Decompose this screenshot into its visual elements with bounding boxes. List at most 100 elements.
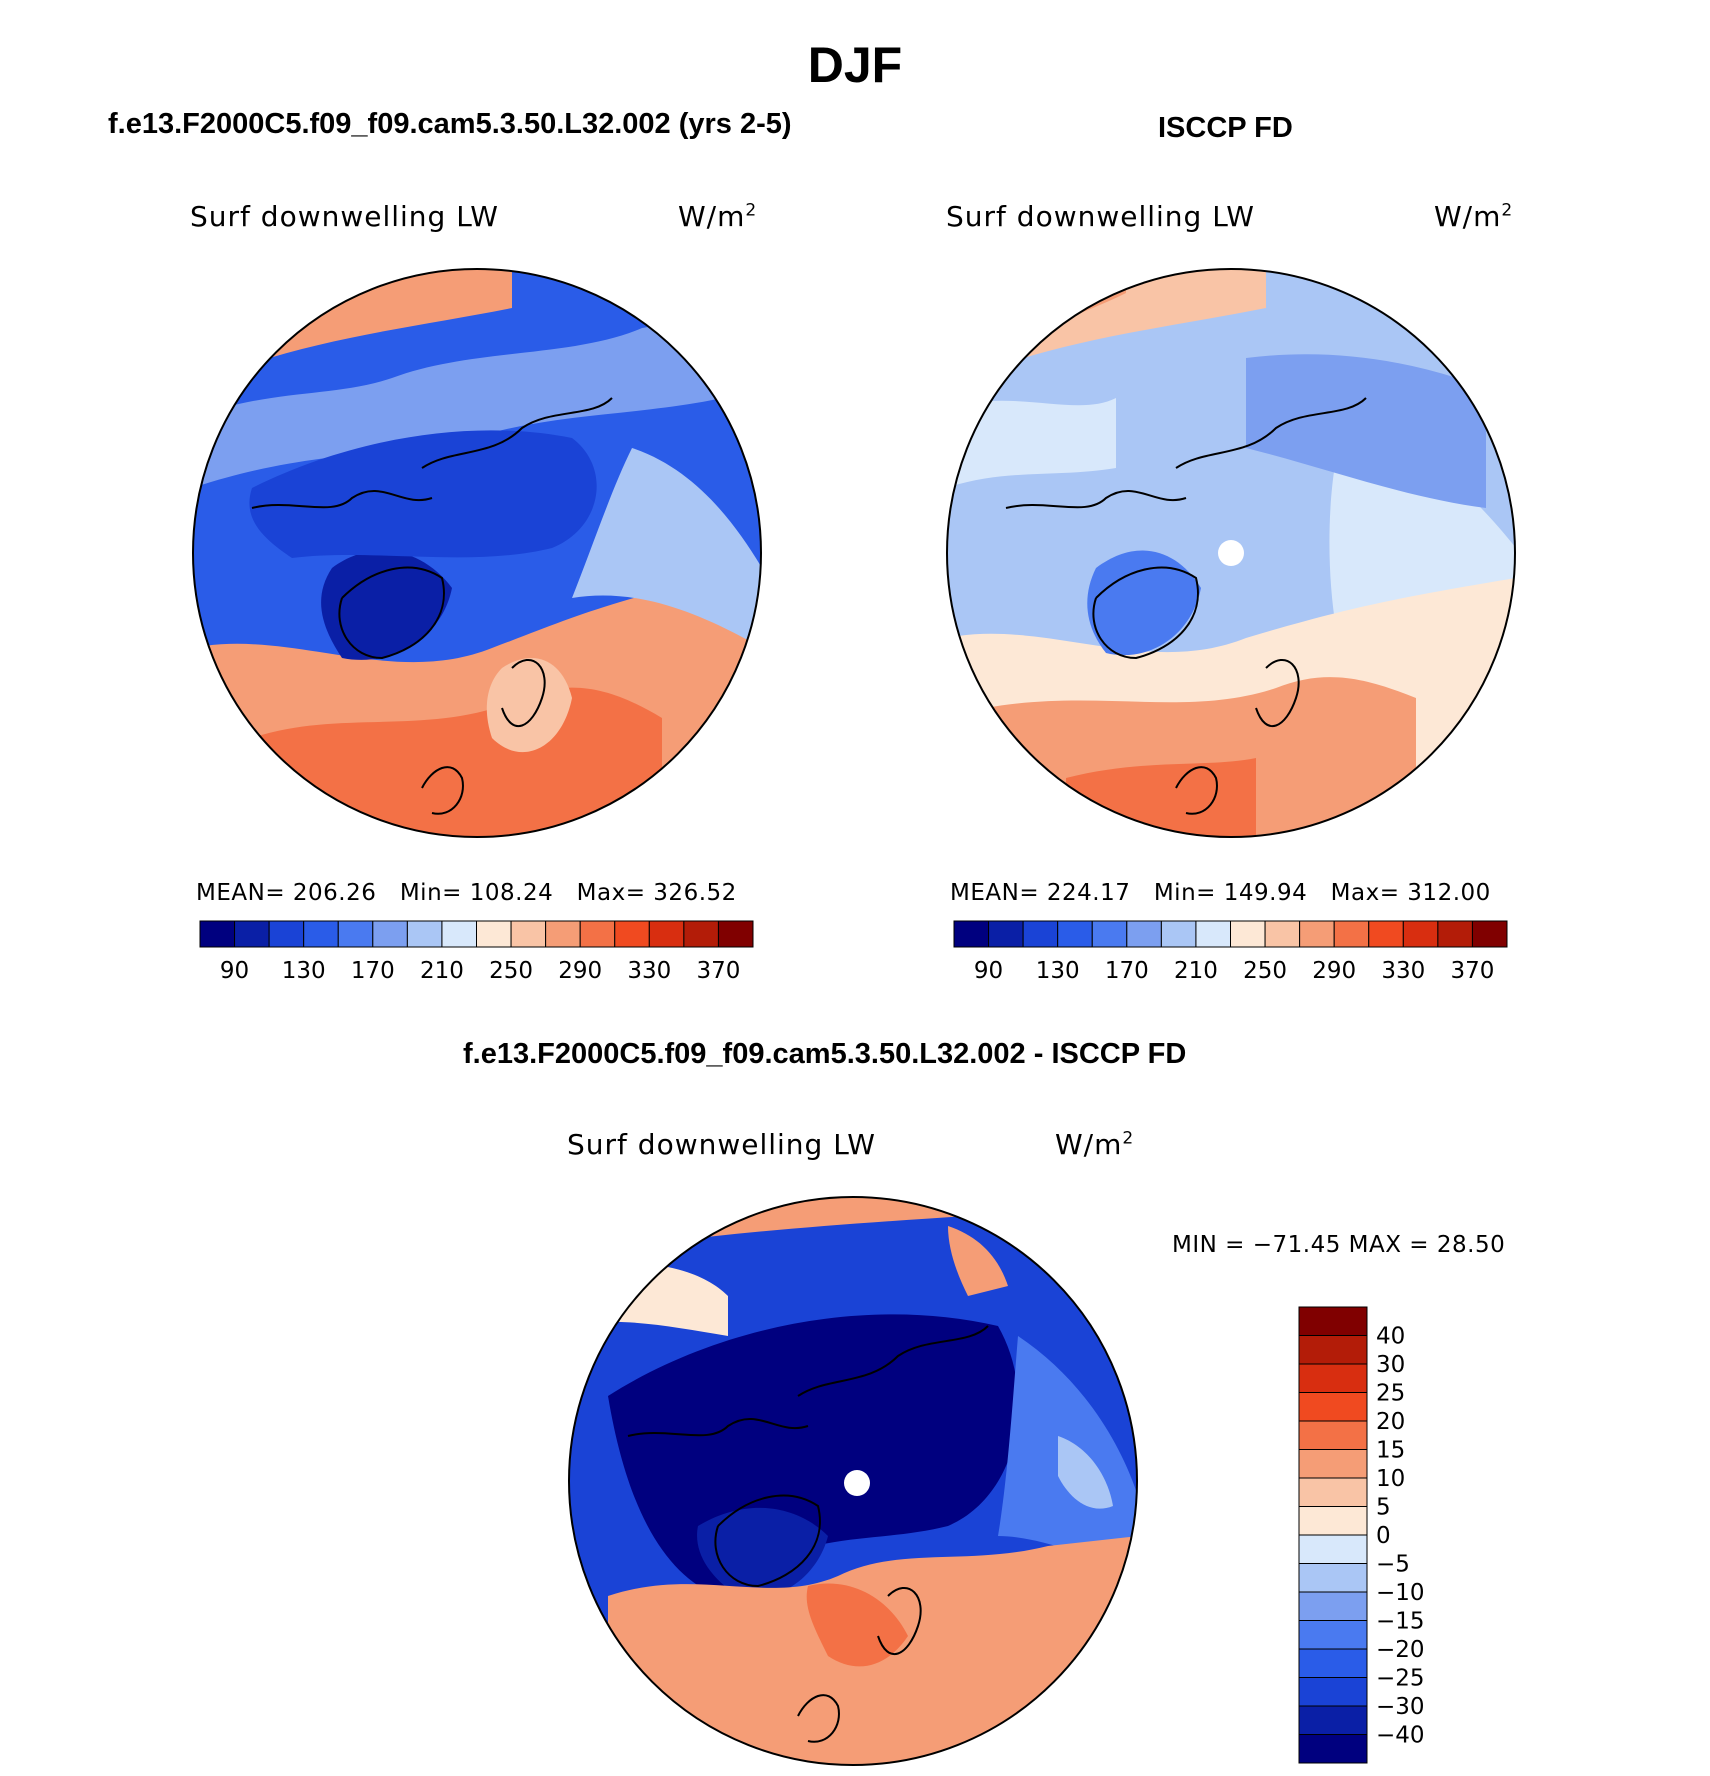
obs-colorbar-tick: 130 bbox=[1036, 958, 1080, 984]
diff-colorbar-swatch bbox=[1298, 1335, 1368, 1365]
model-coastlines bbox=[251, 397, 613, 815]
obs-colorbar-swatch bbox=[1437, 920, 1473, 948]
diff-colorbar-tick: 20 bbox=[1376, 1409, 1405, 1435]
obs-colorbar-swatch bbox=[1368, 920, 1404, 948]
diff-colorbar-tick: −15 bbox=[1376, 1609, 1425, 1635]
obs-colorbar-swatch bbox=[953, 920, 990, 948]
diff-colorbar-swatch bbox=[1298, 1705, 1368, 1735]
model-colorbar-tick: 90 bbox=[220, 958, 249, 984]
diff-colorbar-swatch bbox=[1298, 1734, 1368, 1764]
model-panel-title: f.e13.F2000C5.f09_f09.cam5.3.50.L32.002 … bbox=[108, 108, 792, 140]
model-polar-map bbox=[192, 268, 762, 838]
diff-colorbar-swatch bbox=[1298, 1506, 1368, 1536]
obs-colorbar-swatch bbox=[1333, 920, 1370, 948]
obs-colorbar-tick: 330 bbox=[1381, 958, 1425, 984]
model-colorbar-tick: 250 bbox=[489, 958, 533, 984]
obs-colorbar-tick: 170 bbox=[1105, 958, 1149, 984]
model-colorbar-tick: 370 bbox=[696, 958, 740, 984]
model-colorbar-swatch bbox=[614, 920, 650, 948]
obs-units-label: W/m2 bbox=[1434, 200, 1514, 233]
model-east-light bbox=[572, 448, 761, 648]
obs-coastlines bbox=[1005, 397, 1367, 815]
obs-colorbar-swatch bbox=[1264, 920, 1301, 948]
diff-minmax: MIN = −71.45 MAX = 28.50 bbox=[1172, 1232, 1506, 1258]
figure-title: DJF bbox=[807, 37, 903, 93]
model-colorbar-swatch bbox=[441, 920, 477, 948]
model-scandinavia-pale bbox=[486, 658, 572, 753]
model-colorbar-swatch bbox=[545, 920, 581, 948]
diff-colorbar-tick: 40 bbox=[1376, 1324, 1405, 1350]
obs-colorbar-swatch bbox=[988, 920, 1024, 948]
obs-colorbar-swatch bbox=[1057, 920, 1093, 948]
model-colorbar-swatch bbox=[579, 920, 616, 948]
model-colorbar: 90 130 170 210 250 290 330 370 bbox=[199, 920, 754, 984]
diff-polar-map bbox=[568, 1196, 1138, 1766]
obs-colorbar-tick: 90 bbox=[974, 958, 1003, 984]
diff-northeast-warm bbox=[948, 1226, 1008, 1296]
obs-colorbar-swatch bbox=[1299, 920, 1335, 948]
model-colorbar-swatch bbox=[199, 920, 236, 948]
diff-colorbar-tick: 10 bbox=[1376, 1466, 1405, 1492]
obs-colorbar-swatch bbox=[1402, 920, 1439, 948]
model-light-band bbox=[193, 308, 761, 488]
model-colorbar-swatch bbox=[303, 920, 339, 948]
obs-pole-marker bbox=[1218, 540, 1244, 566]
obs-colorbar-swatch bbox=[1160, 920, 1197, 948]
diff-colorbar-tick: −30 bbox=[1376, 1694, 1425, 1720]
diff-colorbar-swatch bbox=[1298, 1563, 1368, 1593]
model-colorbar-swatch bbox=[683, 920, 719, 948]
obs-colorbar-tick: 210 bbox=[1174, 958, 1218, 984]
diff-colorbar-swatch bbox=[1298, 1477, 1368, 1507]
diff-panel-title: f.e13.F2000C5.f09_f09.cam5.3.50.L32.002 … bbox=[463, 1038, 1187, 1070]
model-cold-arctic bbox=[249, 430, 597, 558]
diff-pole-marker bbox=[844, 1470, 870, 1496]
diff-colorbar-tick: 30 bbox=[1376, 1352, 1405, 1378]
diff-colorbar-tick: −20 bbox=[1376, 1637, 1425, 1663]
model-greenland-cold bbox=[321, 550, 452, 660]
model-colorbar-swatch bbox=[510, 920, 547, 948]
obs-colorbar-tick: 290 bbox=[1312, 958, 1356, 984]
obs-colorbar: 90 130 170 210 250 290 330 370 bbox=[953, 920, 1508, 984]
diff-colorbar-swatch bbox=[1298, 1306, 1368, 1336]
diff-colorbar-tick: 0 bbox=[1376, 1523, 1391, 1549]
diff-colorbar-tick: −10 bbox=[1376, 1580, 1425, 1606]
diff-colorbar-swatch bbox=[1298, 1449, 1368, 1479]
diff-colorbar-swatch bbox=[1298, 1534, 1368, 1564]
diff-colorbar-tick: −40 bbox=[1376, 1723, 1425, 1749]
model-colorbar-swatch bbox=[406, 920, 443, 948]
model-colorbar-swatch bbox=[234, 920, 270, 948]
obs-colorbar-swatch bbox=[1471, 920, 1508, 948]
diff-colorbar-tick: 25 bbox=[1376, 1381, 1405, 1407]
diff-colorbar-tick: −5 bbox=[1376, 1552, 1410, 1578]
model-colorbar-swatch bbox=[268, 920, 305, 948]
obs-colorbar-swatch bbox=[1230, 920, 1266, 948]
model-colorbar-swatch bbox=[476, 920, 512, 948]
obs-colorbar-swatch bbox=[1195, 920, 1231, 948]
diff-colorbar-tick: −25 bbox=[1376, 1666, 1425, 1692]
diff-coastlines bbox=[627, 1325, 989, 1743]
model-variable-label: Surf downwelling LW bbox=[190, 200, 499, 233]
diff-variable-label: Surf downwelling LW bbox=[567, 1128, 876, 1161]
model-colorbar-tick: 210 bbox=[420, 958, 464, 984]
obs-stats: MEAN= 224.17 Min= 149.94 Max= 312.00 bbox=[950, 880, 1491, 906]
model-colorbar-tick: 130 bbox=[282, 958, 326, 984]
model-colorbar-tick: 330 bbox=[627, 958, 671, 984]
obs-variable-label: Surf downwelling LW bbox=[946, 200, 1255, 233]
model-colorbar-swatch bbox=[337, 920, 374, 948]
model-units-label: W/m2 bbox=[678, 200, 758, 233]
model-map-outline bbox=[192, 268, 762, 838]
model-colorbar-swatch bbox=[717, 920, 754, 948]
obs-polar-map bbox=[946, 268, 1516, 838]
obs-colorbar-tick: 250 bbox=[1243, 958, 1287, 984]
obs-colorbar-swatch bbox=[1126, 920, 1162, 948]
obs-arctic-blue bbox=[1246, 354, 1486, 508]
model-colorbar-swatch bbox=[372, 920, 408, 948]
diff-colorbar-tick: 5 bbox=[1376, 1495, 1391, 1521]
diff-units-label: W/m2 bbox=[1055, 1128, 1135, 1161]
obs-colorbar-swatch bbox=[1022, 920, 1059, 948]
diff-colorbar-swatch bbox=[1298, 1677, 1368, 1707]
diff-colorbar-swatch bbox=[1298, 1420, 1368, 1450]
model-colorbar-swatch bbox=[648, 920, 685, 948]
diff-colorbar-swatch bbox=[1298, 1591, 1368, 1621]
